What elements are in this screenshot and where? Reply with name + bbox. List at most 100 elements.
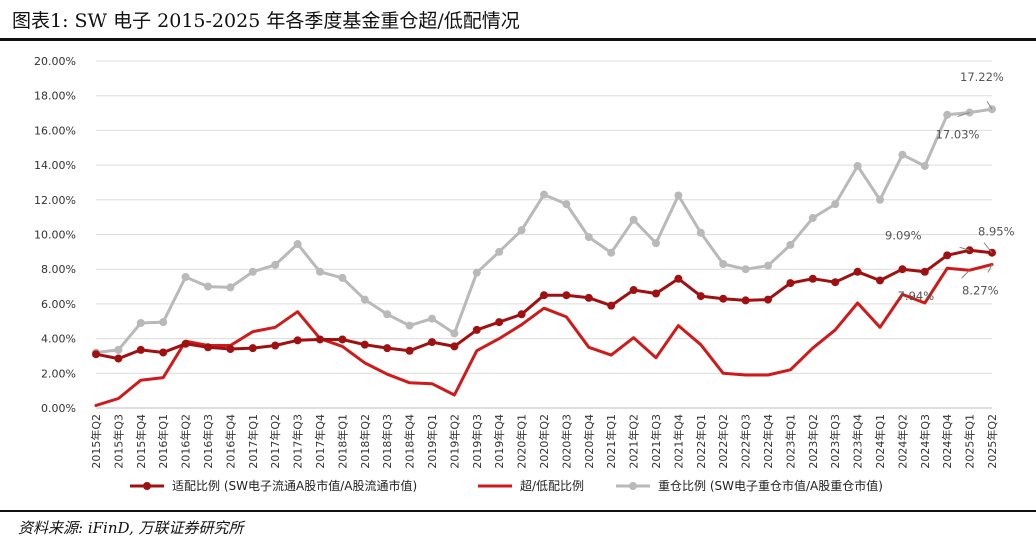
data-point xyxy=(248,344,257,353)
x-tick-label: 2025年Q2 xyxy=(985,414,999,469)
data-point xyxy=(92,350,100,359)
data-point xyxy=(741,296,750,305)
data-point xyxy=(428,338,436,347)
x-tick-label: 2017年Q3 xyxy=(291,414,305,469)
data-point xyxy=(204,343,212,352)
x-tick-label: 2019年Q2 xyxy=(447,414,461,469)
data-point xyxy=(696,228,705,237)
data-label: 8.27% xyxy=(962,284,999,298)
data-point xyxy=(450,342,459,351)
legend-label-0: 适配比例 (SW电子流通A股市值/A股流通市值) xyxy=(172,478,417,493)
annotation-leader xyxy=(959,246,970,251)
data-point xyxy=(562,291,571,300)
data-point xyxy=(719,294,728,303)
data-point xyxy=(629,215,638,224)
x-tick-label: 2022年Q3 xyxy=(739,414,753,469)
x-tick-label: 2024年Q2 xyxy=(895,414,909,469)
y-tick-label: 8.00% xyxy=(41,263,76,276)
x-tick-label: 2022年Q4 xyxy=(761,414,775,469)
data-point xyxy=(293,240,302,249)
data-point xyxy=(920,267,929,276)
data-point xyxy=(181,339,190,348)
data-point xyxy=(540,190,548,199)
data-point xyxy=(383,310,392,319)
x-tick-label: 2018年Q1 xyxy=(335,414,349,469)
x-tick-label: 2019年Q4 xyxy=(492,414,506,469)
x-tick-label: 2016年Q3 xyxy=(201,414,215,469)
annotation-leader xyxy=(983,242,993,254)
data-point xyxy=(114,354,123,363)
data-point xyxy=(271,341,280,350)
data-point xyxy=(629,286,638,295)
data-point xyxy=(943,251,952,260)
x-tick-label: 2018年Q4 xyxy=(403,414,417,469)
y-tick-label: 20.00% xyxy=(34,55,76,68)
data-point xyxy=(405,321,414,330)
data-point xyxy=(360,295,369,304)
x-tick-label: 2017年Q1 xyxy=(246,414,260,469)
annotation-leader xyxy=(986,100,993,110)
data-point xyxy=(652,239,660,248)
line-chart: 0.00% 2.00% 4.00% 6.00% 8.00% 10.00% 12.00% 14.… xyxy=(34,55,1015,493)
legend-marker-2 xyxy=(629,482,637,490)
x-tick-label: 2021年Q3 xyxy=(649,414,663,469)
data-point xyxy=(472,268,481,277)
legend-marker-0 xyxy=(143,482,151,490)
y-tick-label: 0.00% xyxy=(41,402,76,415)
data-label: 7.94% xyxy=(898,289,935,303)
x-tick-label: 2016年Q4 xyxy=(223,414,237,469)
data-point xyxy=(316,267,324,276)
x-tick-label: 2021年Q1 xyxy=(604,414,618,469)
data-point xyxy=(674,191,683,200)
data-point xyxy=(159,318,168,327)
data-point xyxy=(652,289,660,298)
annotation-leader xyxy=(987,264,993,273)
y-tick-label: 18.00% xyxy=(34,90,76,103)
x-tick-label: 2016年Q1 xyxy=(156,414,170,469)
data-point xyxy=(428,314,436,323)
data-point xyxy=(226,283,235,292)
top-rule xyxy=(0,38,1036,41)
data-point xyxy=(786,240,795,249)
data-point xyxy=(607,301,616,310)
x-tick-label: 2020年Q4 xyxy=(582,414,596,469)
bottom-rule xyxy=(0,510,1036,512)
x-tick-label: 2024年Q1 xyxy=(873,414,887,469)
data-point xyxy=(853,267,862,276)
data-point xyxy=(898,150,907,159)
x-tick-label: 2015年Q3 xyxy=(111,414,125,469)
x-tick-label: 2023年Q3 xyxy=(828,414,842,469)
figure-title: 图表1: SW 电子 2015-2025 年各季度基金重仓超/低配情况 xyxy=(12,10,520,32)
x-tick-label: 2016年Q2 xyxy=(179,414,193,469)
data-point xyxy=(584,293,593,302)
data-point xyxy=(517,226,526,235)
data-point xyxy=(943,110,952,119)
data-point xyxy=(405,346,414,355)
y-tick-label: 4.00% xyxy=(41,333,76,346)
data-label: 8.95% xyxy=(978,225,1015,239)
data-point xyxy=(136,345,145,354)
data-point xyxy=(181,273,190,282)
x-tick-label: 2025年Q1 xyxy=(963,414,977,469)
data-point xyxy=(719,259,728,268)
data-point xyxy=(853,161,862,170)
data-point xyxy=(495,247,504,256)
data-point xyxy=(293,336,302,345)
x-tick-label: 2020年Q1 xyxy=(515,414,529,469)
x-tick-label: 2022年Q2 xyxy=(716,414,730,469)
data-point xyxy=(136,318,145,327)
data-label: 17.22% xyxy=(960,70,1004,84)
data-point xyxy=(876,276,884,285)
x-tick-label: 2019年Q3 xyxy=(470,414,484,469)
data-point xyxy=(316,335,324,344)
data-point xyxy=(876,195,884,204)
source-note: 资料来源: iFinD, 万联证券研究所 xyxy=(18,519,244,537)
x-tick-label: 2018年Q2 xyxy=(358,414,372,469)
data-point xyxy=(517,310,526,319)
data-point xyxy=(360,340,369,349)
data-point xyxy=(338,335,347,344)
data-point xyxy=(226,345,235,354)
y-tick-label: 12.00% xyxy=(34,194,76,207)
x-tick-label: 2024年Q3 xyxy=(918,414,932,469)
data-point xyxy=(696,292,705,301)
